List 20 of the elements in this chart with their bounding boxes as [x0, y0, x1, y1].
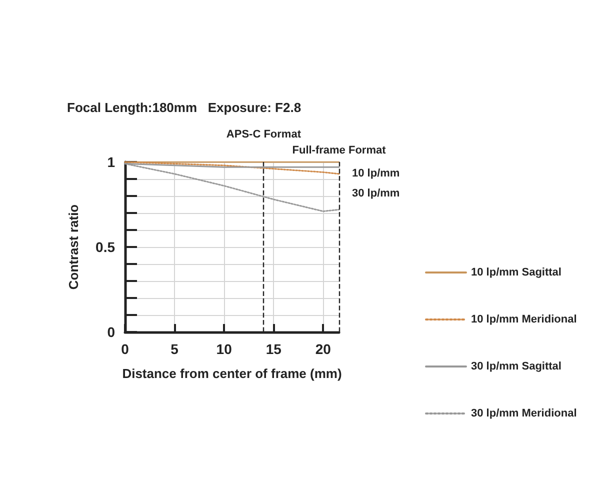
text: 10 lp/mm	[352, 168, 400, 180]
ref-line-label: Full-frame Format	[292, 144, 386, 156]
y-tick-label: 0.5	[96, 239, 116, 255]
ref-line-label: APS-C Format	[226, 128, 302, 140]
line-series	[124, 161, 340, 175]
legend-label: 10 lp/mm Sagittal	[471, 266, 562, 278]
text: 30 lp/mm	[352, 188, 400, 200]
legend-label: 30 lp/mm Sagittal	[471, 360, 562, 372]
x-tick-label: 5	[170, 341, 179, 357]
x-tick-label: 0	[121, 341, 130, 357]
y-tick-label: 0	[107, 324, 116, 340]
chart-title: Focal Length:180mm Exposure: F2.8	[67, 100, 302, 115]
x-axis-title: Distance from center of frame (mm)	[122, 366, 342, 381]
legend-label: 30 lp/mm Meridional	[471, 408, 577, 420]
x-tick-label: 10	[216, 341, 232, 357]
x-tick-label: 15	[266, 341, 282, 357]
y-tick-label: 1	[107, 154, 116, 170]
x-tick-label: 20	[315, 341, 332, 357]
y-axis-title: Contrast ratio	[66, 204, 81, 290]
legend-label: 10 lp/mm Meridional	[471, 314, 577, 326]
